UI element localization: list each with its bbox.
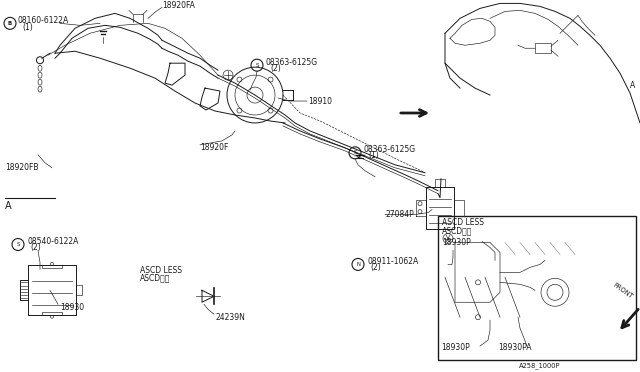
Text: S: S	[16, 242, 20, 247]
Text: ASCD LESS: ASCD LESS	[140, 266, 182, 275]
Text: S: S	[353, 150, 356, 155]
Bar	[535, 43, 551, 53]
Text: 18910: 18910	[308, 97, 332, 106]
Text: 08363-6125G: 08363-6125G	[265, 58, 317, 67]
Text: 18930P: 18930P	[442, 238, 471, 247]
Text: 18920FB: 18920FB	[5, 163, 38, 172]
Text: (2): (2)	[30, 243, 41, 252]
Bar	[42, 312, 62, 315]
Text: 18920F: 18920F	[200, 143, 228, 153]
Text: ASCD無重: ASCD無重	[140, 274, 170, 283]
Text: 18930: 18930	[60, 303, 84, 312]
Bar	[426, 187, 454, 228]
Text: 24239N: 24239N	[215, 313, 245, 322]
Text: A: A	[5, 201, 12, 211]
Text: 18930P: 18930P	[441, 343, 470, 352]
Text: 08160-6122A: 08160-6122A	[18, 16, 69, 25]
Text: 08363-6125G: 08363-6125G	[363, 145, 415, 154]
Bar	[438, 216, 636, 360]
Text: (1): (1)	[22, 23, 33, 32]
Text: B: B	[8, 21, 12, 26]
Text: 08540-6122A: 08540-6122A	[27, 237, 78, 246]
Text: (2): (2)	[370, 263, 381, 272]
Text: ASCD無重: ASCD無重	[442, 226, 472, 235]
Text: A: A	[630, 81, 636, 90]
Text: 27084P: 27084P	[386, 210, 415, 219]
Text: (2): (2)	[270, 64, 281, 73]
Text: N: N	[356, 262, 360, 267]
Text: 18920FA: 18920FA	[162, 1, 195, 10]
Bar	[28, 265, 76, 315]
Text: S: S	[255, 62, 259, 68]
Text: ASCD LESS: ASCD LESS	[442, 218, 484, 227]
Text: (1): (1)	[368, 151, 379, 160]
Bar	[42, 265, 62, 268]
Text: 18930PA: 18930PA	[498, 343, 531, 352]
Text: A258_1000P: A258_1000P	[519, 363, 561, 369]
Text: 08911-1062A: 08911-1062A	[367, 257, 419, 266]
Text: FRONT: FRONT	[612, 282, 634, 300]
